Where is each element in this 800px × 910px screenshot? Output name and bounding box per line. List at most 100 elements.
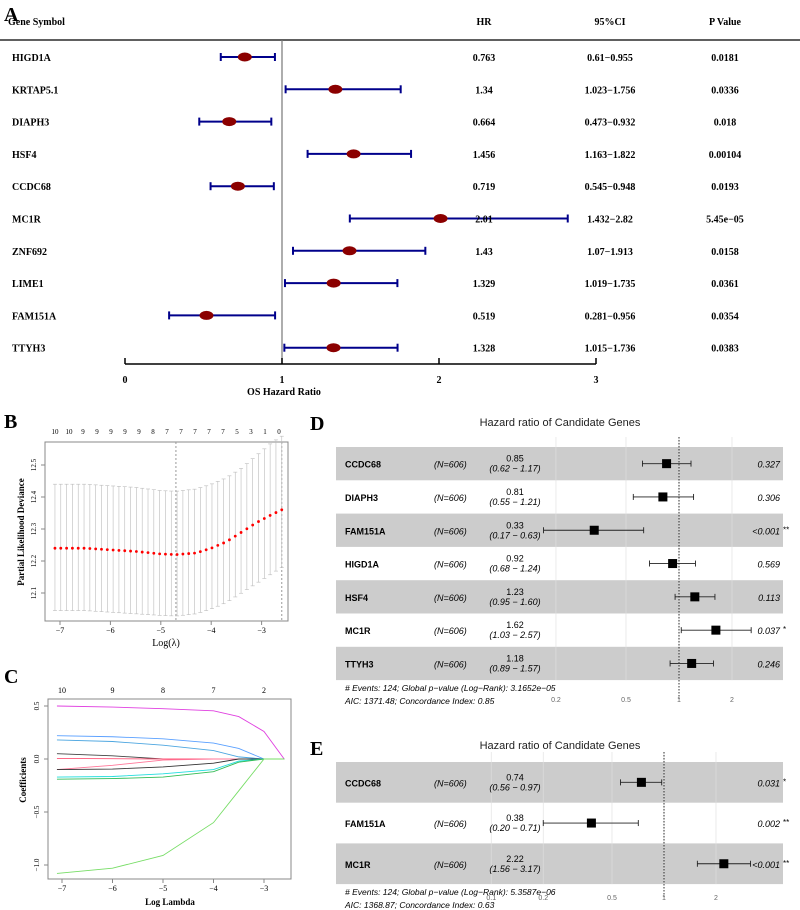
top-count-label: 9 bbox=[137, 428, 141, 436]
x-tick-label: 1 bbox=[280, 375, 285, 386]
forest-row bbox=[198, 117, 273, 127]
n-label: (N=606) bbox=[434, 659, 467, 669]
forest-title: Hazard ratio of Candidate Genes bbox=[480, 740, 641, 752]
hr-value: 0.85 bbox=[506, 454, 524, 464]
mean-deviance-point bbox=[111, 548, 115, 552]
p-value: 0.0193 bbox=[711, 182, 739, 193]
top-count-label: 0 bbox=[277, 428, 281, 436]
significance-stars: ** bbox=[783, 818, 789, 827]
p-value: 0.0354 bbox=[711, 311, 739, 322]
p-value: 0.0181 bbox=[711, 53, 739, 64]
x-tick-label: 1 bbox=[662, 895, 666, 902]
mean-deviance-point bbox=[140, 550, 144, 554]
top-count-label: 5 bbox=[235, 428, 239, 436]
panel-label-c: C bbox=[4, 666, 18, 688]
gene-label: KRTAP5.1 bbox=[12, 85, 58, 96]
plot-frame bbox=[47, 698, 292, 880]
panel-label-b: B bbox=[4, 411, 17, 433]
hr-square bbox=[662, 459, 672, 469]
footer-aic: AIC: 1368.87; Concordance Index: 0.63 bbox=[344, 900, 495, 910]
ci-value: 0.281−0.956 bbox=[585, 311, 636, 322]
ci-value: 1.07−1.913 bbox=[587, 247, 633, 258]
y-tick-label: 0.0 bbox=[33, 754, 41, 763]
hr-value: 0.38 bbox=[506, 813, 524, 823]
hr-point bbox=[230, 181, 245, 191]
mean-deviance-point bbox=[164, 552, 167, 556]
gene-label: CCDC68 bbox=[345, 778, 381, 788]
top-count-label: 9 bbox=[123, 428, 127, 436]
hr-value: 2.22 bbox=[506, 854, 524, 864]
significance-stars: ** bbox=[783, 525, 789, 534]
coefficient-path bbox=[56, 758, 285, 874]
mean-deviance-point bbox=[53, 546, 57, 550]
hr-value: 0.33 bbox=[506, 520, 524, 530]
hr-point bbox=[199, 310, 214, 320]
gene-label: HIGD1A bbox=[12, 53, 52, 64]
mean-deviance-point bbox=[65, 546, 68, 550]
hr-value: 1.23 bbox=[506, 587, 524, 597]
forest-row bbox=[283, 278, 399, 288]
panel-label-d: D bbox=[310, 413, 324, 435]
p-value: 0.0336 bbox=[711, 85, 739, 96]
hr-value: 1.43 bbox=[475, 247, 493, 258]
mean-deviance-point bbox=[233, 534, 237, 538]
top-count-label: 8 bbox=[161, 686, 165, 695]
y-tick-label: 12.5 bbox=[30, 458, 38, 471]
hr-value: 0.719 bbox=[473, 182, 496, 193]
hr-value: 1.62 bbox=[506, 620, 524, 630]
hr-square bbox=[711, 625, 721, 635]
forest-row bbox=[219, 52, 276, 62]
gene-label: MC1R bbox=[12, 215, 42, 226]
significance-stars: * bbox=[783, 625, 786, 634]
y-tick-label: −0.5 bbox=[33, 805, 41, 818]
plot-frame bbox=[44, 441, 289, 622]
mean-deviance-point bbox=[117, 548, 121, 552]
p-value: 5.45e−05 bbox=[706, 215, 744, 226]
mean-deviance-point bbox=[228, 538, 231, 542]
p-value: 0.306 bbox=[757, 493, 780, 503]
x-tick-label: −3 bbox=[257, 626, 266, 635]
mean-deviance-point bbox=[158, 552, 162, 556]
hr-square bbox=[719, 859, 729, 869]
panel-label-e: E bbox=[310, 738, 323, 760]
mean-deviance-point bbox=[280, 508, 284, 512]
x-tick-label: −3 bbox=[260, 884, 269, 893]
mean-deviance-point bbox=[268, 514, 272, 517]
gene-label: DIAPH3 bbox=[12, 118, 49, 129]
x-tick-label: 0.2 bbox=[538, 895, 548, 902]
mean-deviance-point bbox=[198, 550, 202, 554]
ci-value: (0.20 − 0.71) bbox=[489, 823, 540, 833]
ci-value: 0.545−0.948 bbox=[585, 182, 636, 193]
ci-value: (0.95 − 1.60) bbox=[489, 597, 540, 607]
gene-label: FAM151A bbox=[12, 311, 57, 322]
y-tick-label: −1.0 bbox=[33, 858, 41, 871]
top-count-label: 2 bbox=[262, 686, 266, 695]
hr-point bbox=[328, 84, 343, 94]
gene-label: MC1R bbox=[345, 626, 371, 636]
top-count-label: 10 bbox=[52, 428, 60, 436]
mean-deviance-point bbox=[129, 549, 132, 553]
ci-value: (0.89 − 1.57) bbox=[489, 663, 540, 673]
gene-label: FAM151A bbox=[345, 819, 386, 829]
mean-deviance-point bbox=[181, 552, 185, 556]
mean-deviance-point bbox=[76, 546, 80, 550]
ci-value: (0.68 − 1.24) bbox=[489, 564, 540, 574]
ci-value: (0.56 − 0.97) bbox=[489, 782, 540, 792]
hr-value: 1.34 bbox=[475, 85, 493, 96]
mean-deviance-point bbox=[134, 550, 138, 553]
n-label: (N=606) bbox=[434, 493, 467, 503]
top-count-label: 7 bbox=[165, 428, 169, 436]
coefficient-path bbox=[56, 758, 285, 778]
p-value: <0.001 bbox=[752, 860, 780, 870]
n-label: (N=606) bbox=[434, 560, 467, 570]
n-label: (N=606) bbox=[434, 860, 467, 870]
significance-stars: * bbox=[783, 777, 786, 786]
top-count-label: 8 bbox=[151, 428, 155, 436]
ci-value: (0.55 − 1.21) bbox=[489, 497, 540, 507]
hr-square bbox=[636, 777, 646, 787]
gene-label: MC1R bbox=[345, 860, 371, 870]
p-value: 0.327 bbox=[757, 460, 781, 470]
row-band bbox=[336, 580, 783, 614]
